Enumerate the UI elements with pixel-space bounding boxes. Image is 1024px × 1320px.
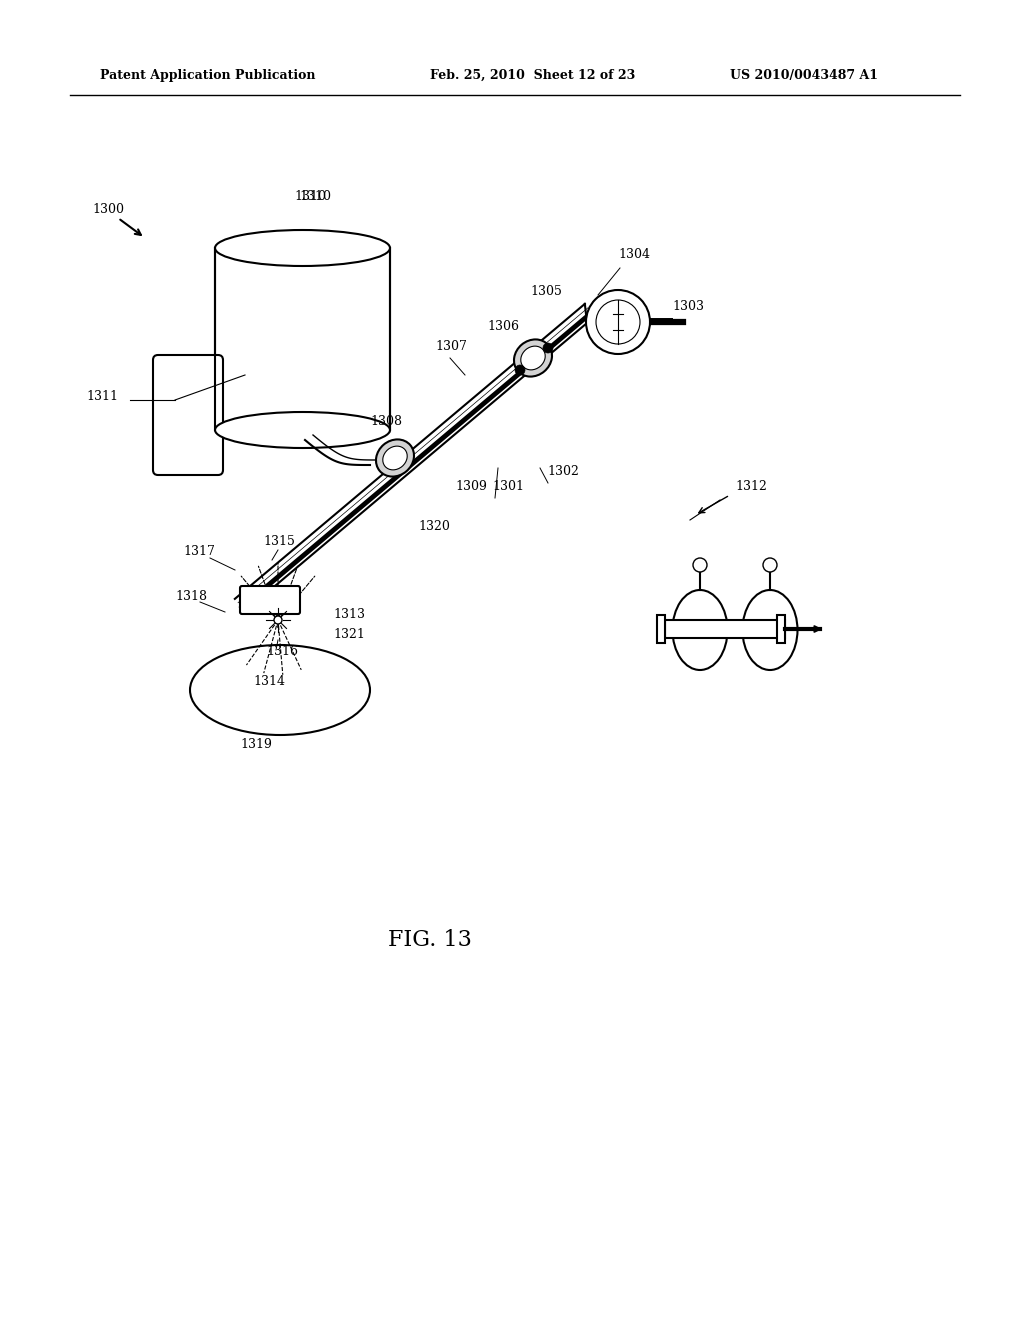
Text: 1305: 1305 [530, 285, 562, 298]
Text: 1314: 1314 [253, 675, 285, 688]
Circle shape [763, 558, 777, 572]
Text: Patent Application Publication: Patent Application Publication [100, 69, 315, 82]
Ellipse shape [215, 412, 390, 447]
Text: 1301: 1301 [492, 480, 524, 492]
Ellipse shape [521, 346, 545, 370]
Text: 1309: 1309 [455, 480, 486, 492]
Ellipse shape [383, 446, 408, 470]
Text: 1320: 1320 [418, 520, 450, 533]
Text: 1302: 1302 [547, 465, 579, 478]
Ellipse shape [190, 645, 370, 735]
Text: 1300: 1300 [92, 203, 124, 216]
Text: 1316: 1316 [266, 645, 298, 657]
Text: 1306: 1306 [487, 319, 519, 333]
Ellipse shape [215, 230, 390, 267]
Ellipse shape [376, 440, 414, 477]
Text: US 2010/0043487 A1: US 2010/0043487 A1 [730, 69, 878, 82]
Circle shape [543, 343, 553, 352]
Bar [215, 248, 390, 430]
Text: 1312: 1312 [735, 480, 767, 492]
Bar [777, 615, 785, 643]
Text: FIG. 13: FIG. 13 [388, 929, 472, 950]
Text: 1311: 1311 [86, 389, 118, 403]
FancyBboxPatch shape [153, 355, 223, 475]
Text: 1319: 1319 [240, 738, 272, 751]
Text: 1307: 1307 [435, 341, 467, 352]
Circle shape [693, 558, 707, 572]
Text: 1313: 1313 [333, 609, 365, 620]
Text: 1321: 1321 [333, 628, 365, 642]
FancyBboxPatch shape [240, 586, 300, 614]
Ellipse shape [514, 339, 552, 376]
Text: 1315: 1315 [263, 535, 295, 548]
Text: 1304: 1304 [618, 248, 650, 261]
Text: 1310: 1310 [299, 190, 331, 203]
Ellipse shape [742, 590, 798, 671]
Text: 1308: 1308 [370, 414, 402, 428]
Circle shape [274, 616, 282, 624]
Ellipse shape [673, 590, 727, 671]
Text: 1318: 1318 [175, 590, 207, 603]
Text: 1317: 1317 [183, 545, 215, 558]
Circle shape [586, 290, 650, 354]
Text: 1310: 1310 [294, 190, 326, 203]
Circle shape [515, 366, 525, 375]
Bar [665, 620, 785, 638]
Text: Feb. 25, 2010  Sheet 12 of 23: Feb. 25, 2010 Sheet 12 of 23 [430, 69, 635, 82]
Text: 1303: 1303 [672, 300, 705, 313]
Bar [657, 615, 665, 643]
